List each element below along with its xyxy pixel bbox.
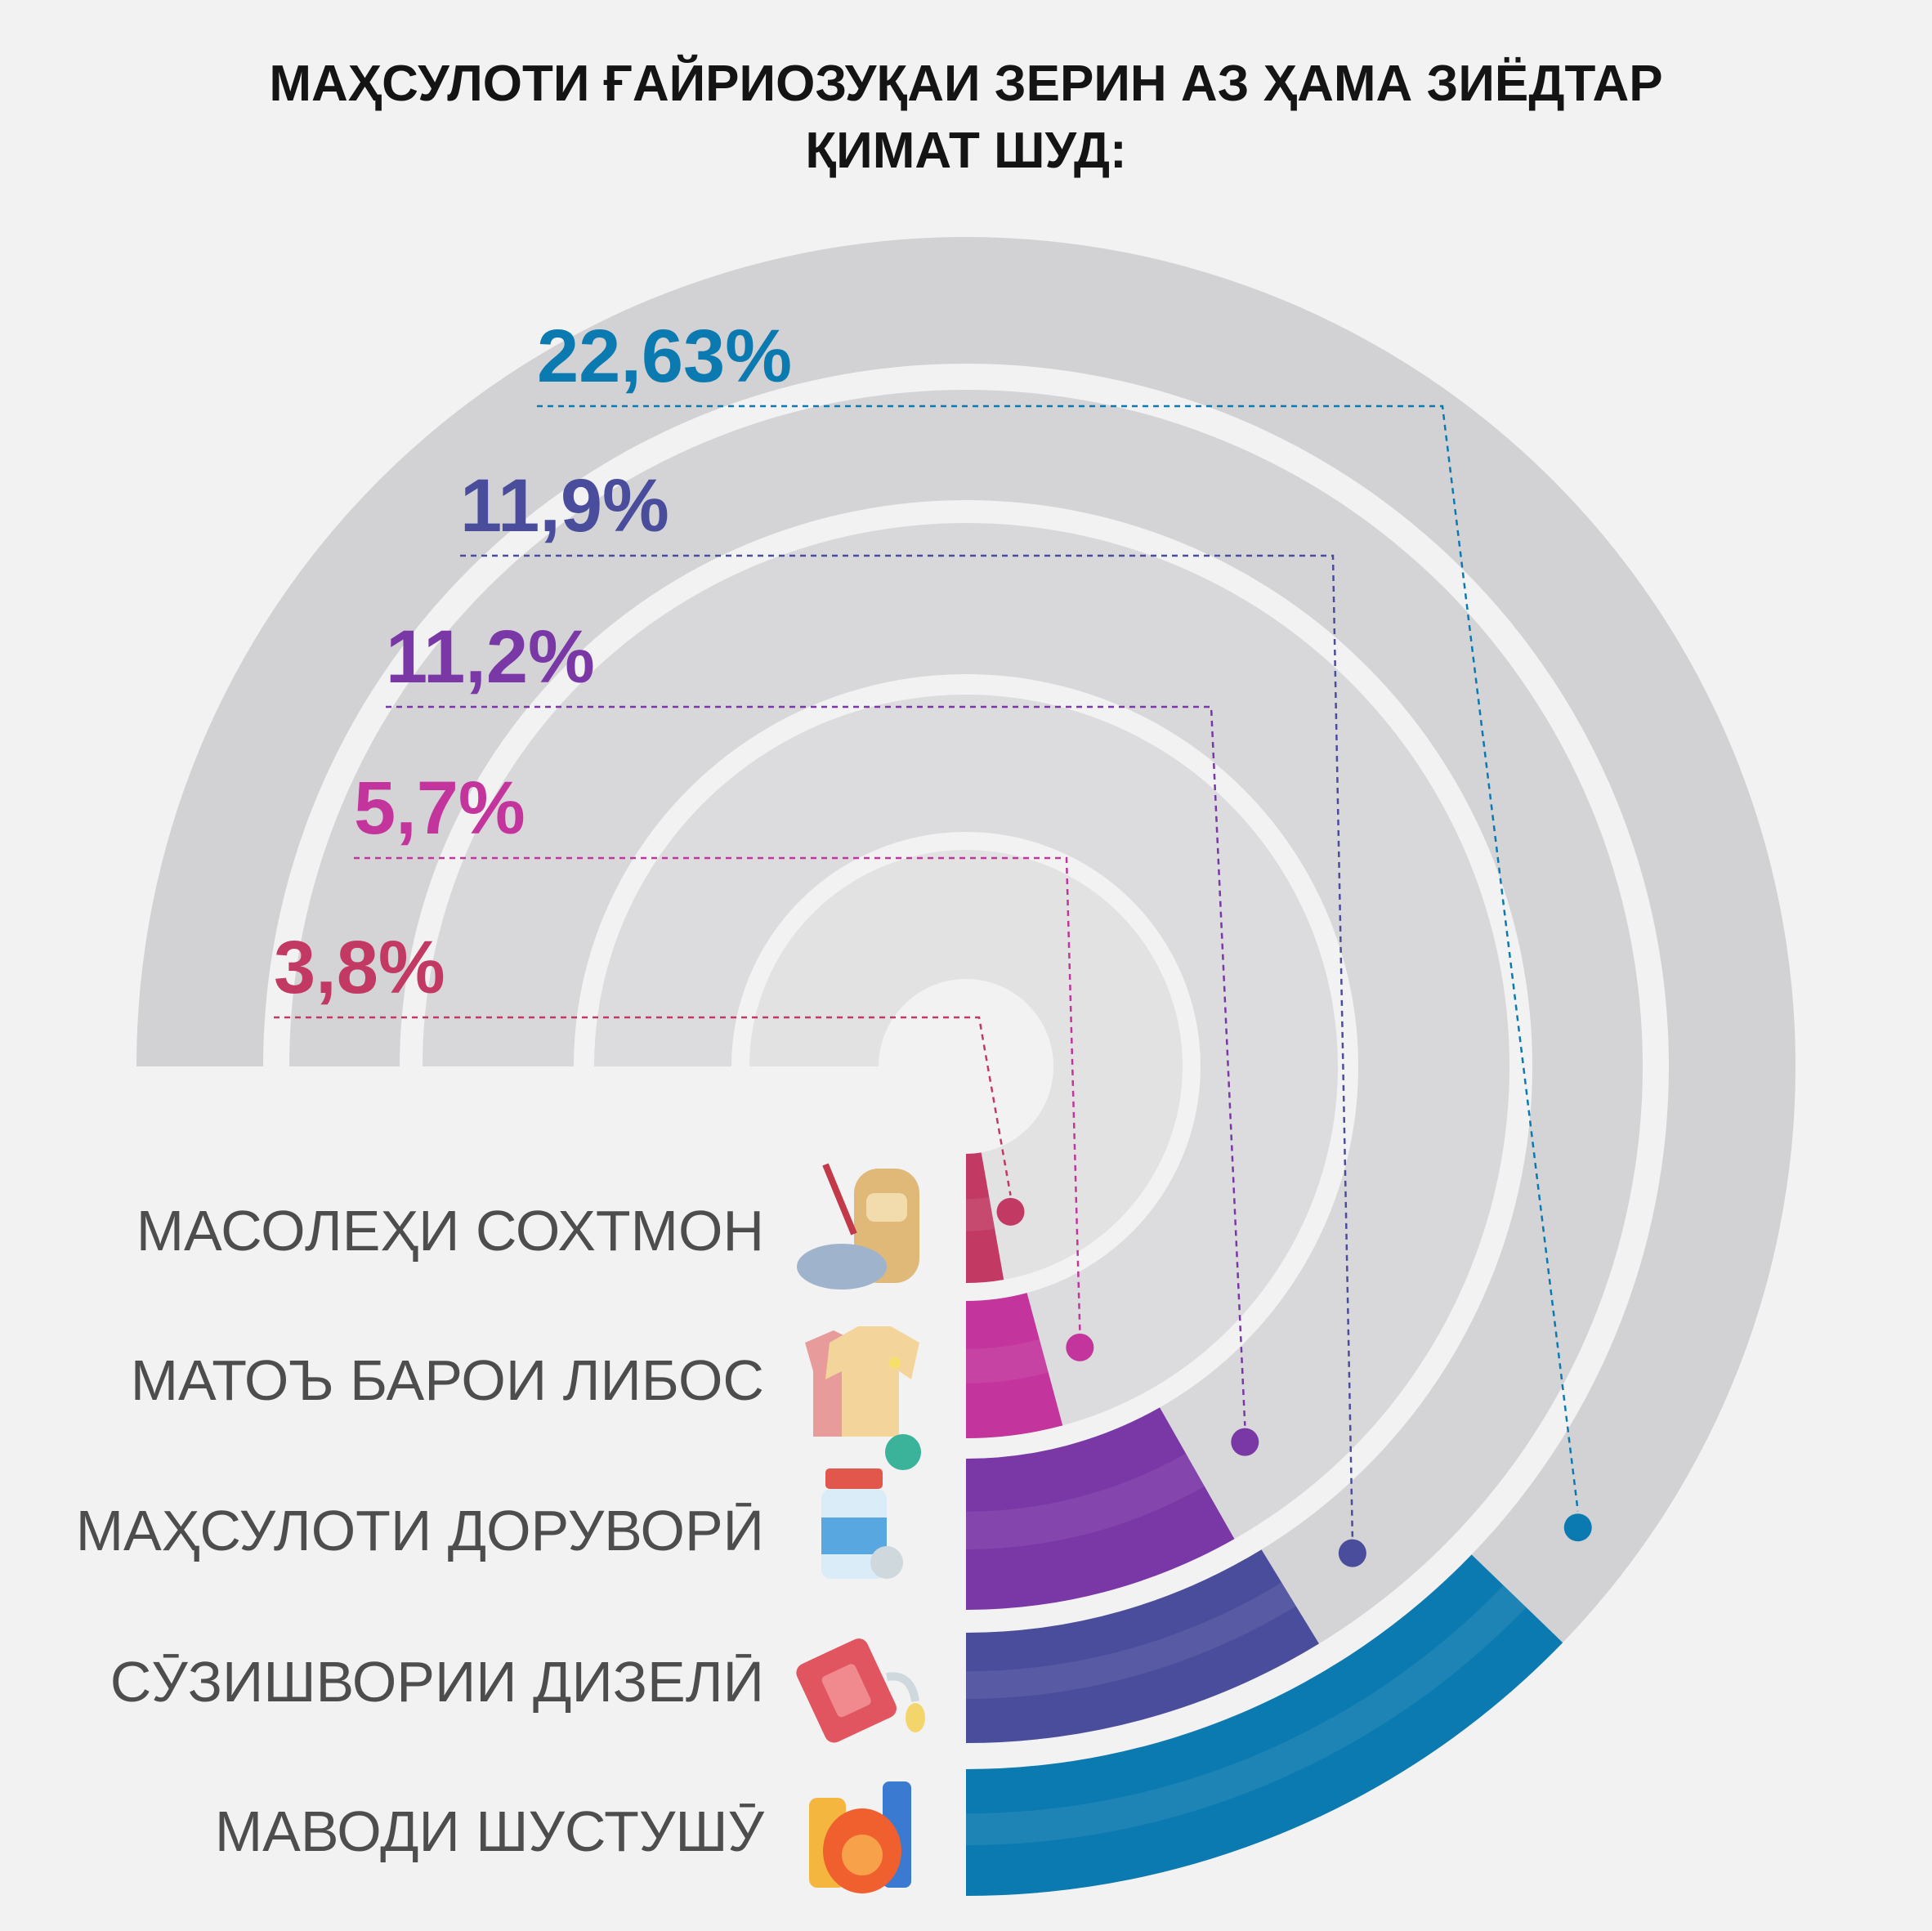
- leader-line: [460, 554, 1354, 1537]
- ring-bar-sheen: [966, 1582, 1296, 1699]
- value-dot: [1563, 1513, 1592, 1542]
- ring-track: [749, 850, 1183, 1283]
- value-label: 3,8%: [274, 926, 445, 1009]
- category-label: МАҲСУЛОТИ ДОРУВОРӢ: [76, 1499, 764, 1562]
- chart-title-line-2: ҚИМАТ ШУД:: [805, 123, 1126, 179]
- value-dot: [1231, 1428, 1259, 1456]
- value-label: 11,9%: [460, 464, 669, 548]
- value-dot: [996, 1197, 1025, 1226]
- category-label: СӮЗИШВОРИИ ДИЗЕЛӢ: [110, 1650, 764, 1714]
- value-label: 5,7%: [354, 767, 525, 850]
- ring-bar-sheen: [966, 1339, 1049, 1383]
- category-label: МАСОЛЕҲИ СОХТМОН: [136, 1199, 764, 1263]
- value-label: 11,2%: [386, 615, 595, 699]
- category-label: МАВОДИ ШУСТУШӮ: [215, 1799, 765, 1863]
- ring-bar: [966, 1407, 1235, 1611]
- ring-bars: [966, 1152, 1563, 1896]
- ring-bar: [966, 1554, 1563, 1896]
- ring-tracks: [136, 237, 1796, 1896]
- ring-bar-sheen: [966, 1453, 1205, 1549]
- category-label: МАТОЪ БАРОИ ЛИБОС: [131, 1348, 764, 1412]
- category-labels: МАСОЛЕҲИ СОХТМОН МАТОЪ БАРОИ ЛИБОС МАҲСУЛО…: [76, 1199, 765, 1863]
- diesel-fuel-icon: [796, 1638, 925, 1743]
- chart-title-line-1: МАҲСУЛОТИ ҒАЙРИОЗУҚАИ ЗЕРИН АЗ ҲАМА ЗИЁД…: [269, 55, 1662, 112]
- detergent-icon: [809, 1781, 911, 1893]
- leader-lines: [274, 405, 1592, 1567]
- ring-bar-sheen: [966, 1585, 1527, 1845]
- leader-line: [537, 405, 1579, 1512]
- construction-materials-icon: [797, 1163, 919, 1290]
- value-dot: [1066, 1333, 1094, 1361]
- ring-bar-sheen: [966, 1196, 995, 1231]
- leader-line: [274, 1016, 1012, 1196]
- ring-bar: [966, 1549, 1319, 1743]
- value-label: 22,63%: [537, 315, 792, 398]
- medicine-icon: [821, 1434, 921, 1579]
- clothing-fabric-icon: [805, 1326, 919, 1437]
- value-dot: [1338, 1539, 1366, 1567]
- ring-bar: [966, 1293, 1063, 1438]
- value-labels: 3,8% 5,7% 11,2% 11,9% 22,63%: [274, 315, 792, 1009]
- leader-line: [354, 856, 1081, 1331]
- category-icons: [796, 1163, 925, 1893]
- ring-bar: [966, 1152, 1004, 1283]
- ring-track: [594, 695, 1338, 1438]
